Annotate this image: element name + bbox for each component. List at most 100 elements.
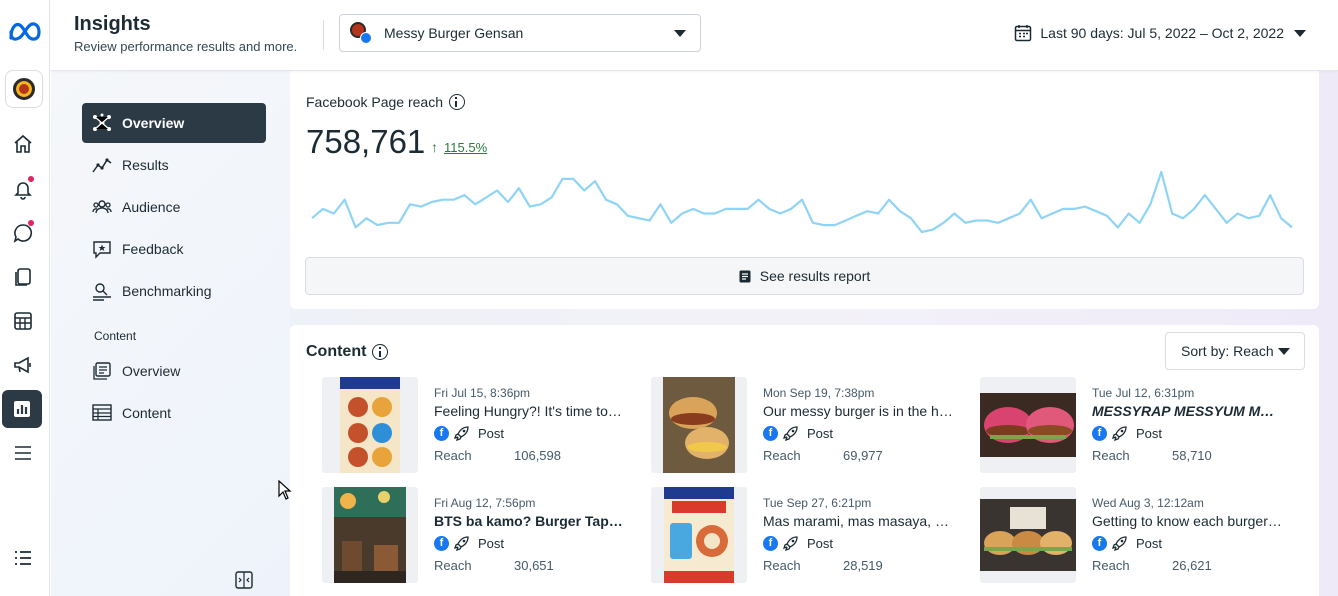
see-results-report-label: See results report bbox=[759, 268, 871, 284]
nav-label: Overview bbox=[122, 363, 181, 379]
content-title-row: Content bbox=[306, 343, 389, 361]
page-avatar-small bbox=[350, 22, 372, 44]
planner-icon[interactable] bbox=[10, 308, 36, 334]
post-thumbnail[interactable] bbox=[651, 377, 747, 473]
post-date: Tue Jul 12, 6:31pm bbox=[1092, 386, 1195, 400]
boost-rocket-icon bbox=[1112, 536, 1127, 551]
post-type-label: Post bbox=[1136, 535, 1163, 551]
post-reach-label: Reach bbox=[434, 558, 472, 573]
page-selector-name: Messy Burger Gensan bbox=[384, 25, 524, 41]
chevron-down-icon bbox=[1278, 348, 1290, 355]
overview-icon bbox=[92, 113, 112, 133]
post-type: f Post bbox=[763, 535, 833, 551]
facebook-icon: f bbox=[1092, 535, 1107, 551]
content-post[interactable]: Wed Aug 3, 12:12am Getting to know each … bbox=[980, 487, 1300, 583]
notifications-icon[interactable] bbox=[10, 176, 36, 202]
post-text: Feeling Hungry?! It's time to order! bbox=[434, 403, 624, 419]
content-table-icon bbox=[92, 403, 112, 423]
audience-icon bbox=[92, 197, 112, 217]
nav-item-audience[interactable]: Audience bbox=[82, 187, 266, 227]
menu-icon[interactable] bbox=[10, 440, 36, 466]
collapse-sidebar-icon[interactable] bbox=[235, 571, 253, 589]
pages-icon[interactable] bbox=[10, 264, 36, 290]
nav-item-feedback[interactable]: Feedback bbox=[82, 229, 266, 269]
post-type-label: Post bbox=[807, 535, 834, 551]
calendar-icon bbox=[1015, 25, 1032, 42]
main-content: Facebook Page reach 758,761 ↑ 115.5% See… bbox=[290, 71, 1338, 596]
post-thumbnail[interactable] bbox=[651, 487, 747, 583]
page-subtitle: Review performance results and more. bbox=[74, 39, 298, 54]
sort-label: Sort by: Reach bbox=[1181, 343, 1274, 359]
see-results-report-button[interactable]: See results report bbox=[305, 257, 1304, 295]
nav-section-content: Content bbox=[94, 329, 137, 343]
nav-label: Feedback bbox=[122, 241, 184, 257]
header: Insights Review performance results and … bbox=[51, 0, 1338, 71]
ads-icon[interactable] bbox=[10, 352, 36, 378]
post-type: f Post bbox=[763, 425, 833, 441]
post-date: Mon Sep 19, 7:38pm bbox=[763, 386, 875, 400]
content-card: Content Sort by: Reach Fri Jul 15, 8:36p… bbox=[290, 325, 1319, 596]
post-type-label: Post bbox=[807, 425, 834, 441]
page-avatar[interactable] bbox=[5, 70, 43, 108]
info-icon[interactable] bbox=[372, 344, 389, 360]
content-post[interactable]: Mon Sep 19, 7:38pm Our messy burger is i… bbox=[651, 377, 971, 473]
post-reach-value: 106,598 bbox=[514, 448, 561, 463]
post-date: Fri Aug 12, 7:56pm bbox=[434, 496, 536, 510]
messages-icon[interactable] bbox=[10, 220, 36, 246]
chevron-down-icon bbox=[1294, 29, 1306, 37]
content-post[interactable]: Fri Aug 12, 7:56pm BTS ba kamo? Burger T… bbox=[322, 487, 642, 583]
reach-change[interactable]: ↑ 115.5% bbox=[431, 139, 487, 155]
info-icon[interactable] bbox=[448, 94, 465, 110]
boost-rocket-icon bbox=[454, 536, 469, 551]
content-title: Content bbox=[306, 343, 367, 360]
nav-item-results[interactable]: Results bbox=[82, 145, 266, 185]
sort-dropdown[interactable]: Sort by: Reach bbox=[1165, 332, 1305, 370]
reach-sparkline-line bbox=[311, 170, 1293, 234]
facebook-icon: f bbox=[763, 425, 778, 441]
facebook-icon: f bbox=[434, 535, 449, 551]
post-text: Getting to know each burger on our menu bbox=[1092, 513, 1282, 529]
insights-icon[interactable] bbox=[2, 390, 42, 428]
post-date: Tue Sep 27, 6:21pm bbox=[763, 496, 872, 510]
meta-logo-icon[interactable] bbox=[7, 18, 43, 46]
nav-item-overview[interactable]: Overview bbox=[82, 103, 266, 143]
reach-label: Facebook Page reach bbox=[306, 94, 443, 110]
date-range-label: Last 90 days: Jul 5, 2022 – Oct 2, 2022 bbox=[1040, 25, 1284, 41]
post-text: BTS ba kamo? Burger Tapsilog Sandwich bbox=[434, 513, 624, 529]
boost-rocket-icon bbox=[1112, 426, 1127, 441]
content-overview-icon bbox=[92, 361, 112, 381]
post-type: f Post bbox=[434, 425, 504, 441]
post-reach-label: Reach bbox=[763, 448, 801, 463]
home-icon[interactable] bbox=[10, 131, 36, 157]
header-divider bbox=[323, 20, 324, 50]
nav-item-benchmarking[interactable]: Benchmarking bbox=[82, 271, 266, 311]
post-type-label: Post bbox=[478, 535, 505, 551]
post-text: Our messy burger is in the house! bbox=[763, 403, 953, 419]
content-post[interactable]: Tue Jul 12, 6:31pm MESSYRAP MESSYUM MESS… bbox=[980, 377, 1300, 473]
content-post[interactable]: Tue Sep 27, 6:21pm Mas marami, mas masay… bbox=[651, 487, 971, 583]
reach-sparkline bbox=[311, 170, 1293, 234]
chevron-down-icon bbox=[674, 30, 686, 37]
feedback-icon bbox=[92, 239, 112, 259]
content-post[interactable]: Fri Jul 15, 8:36pm Feeling Hungry?! It's… bbox=[322, 377, 642, 473]
date-range-picker[interactable]: Last 90 days: Jul 5, 2022 – Oct 2, 2022 bbox=[1014, 24, 1306, 42]
post-thumbnail[interactable] bbox=[322, 487, 418, 583]
nav-item-content[interactable]: Content bbox=[82, 393, 266, 433]
boost-rocket-icon bbox=[783, 536, 798, 551]
reach-change-percent: 115.5% bbox=[444, 139, 488, 155]
list-icon[interactable] bbox=[10, 545, 36, 571]
post-date: Fri Jul 15, 8:36pm bbox=[434, 386, 531, 400]
post-text: MESSYRAP MESSYUM MESSY BURGER bbox=[1092, 403, 1282, 419]
nav-item-content-overview[interactable]: Overview bbox=[82, 351, 266, 391]
page-title: Insights bbox=[74, 13, 151, 35]
page-selector[interactable]: Messy Burger Gensan bbox=[339, 14, 701, 52]
mouse-cursor-icon bbox=[278, 480, 292, 500]
post-text: Mas marami, mas masaya, mas sulit! bbox=[763, 513, 953, 529]
post-thumbnail[interactable] bbox=[980, 487, 1076, 583]
post-thumbnail[interactable] bbox=[980, 377, 1076, 473]
post-thumbnail[interactable] bbox=[322, 377, 418, 473]
message-badge bbox=[28, 220, 34, 226]
post-type-label: Post bbox=[1136, 425, 1163, 441]
facebook-icon: f bbox=[434, 425, 449, 441]
boost-rocket-icon bbox=[454, 426, 469, 441]
